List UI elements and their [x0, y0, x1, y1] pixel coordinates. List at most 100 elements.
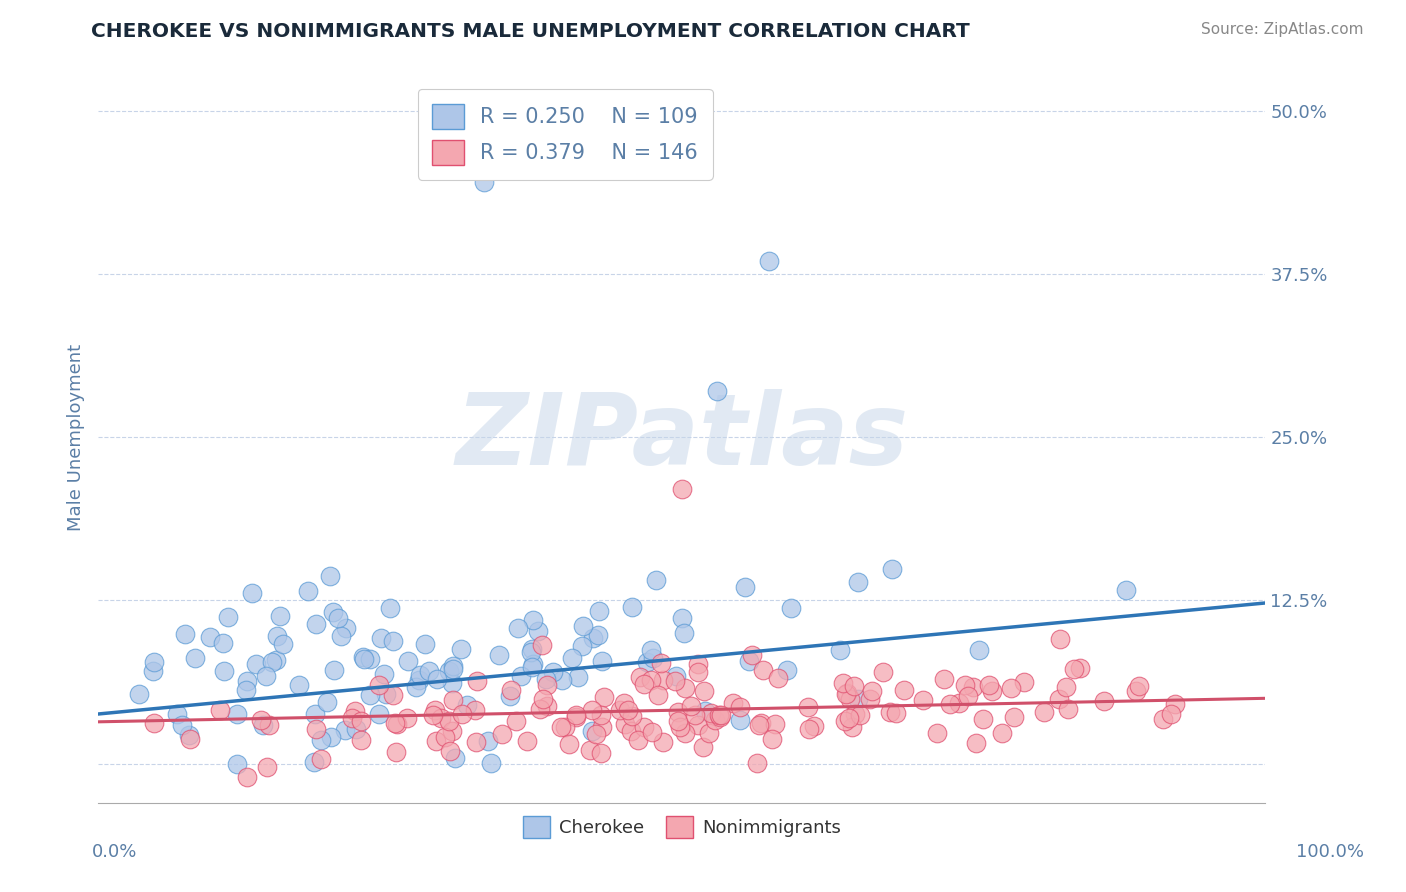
- Point: [666, 714, 689, 729]
- Point: [721, 697, 744, 711]
- Point: [948, 696, 970, 710]
- Point: [183, 650, 205, 665]
- Point: [738, 654, 761, 668]
- Point: [343, 704, 366, 718]
- Point: [565, 707, 588, 722]
- Point: [264, 653, 287, 667]
- Point: [841, 720, 863, 734]
- Point: [266, 629, 288, 643]
- Point: [441, 659, 464, 673]
- Point: [710, 708, 733, 723]
- Point: [235, 682, 257, 697]
- Point: [467, 673, 489, 688]
- Point: [408, 673, 430, 687]
- Point: [373, 666, 395, 681]
- Point: [972, 712, 994, 726]
- Point: [439, 744, 461, 758]
- Point: [831, 675, 853, 690]
- Point: [758, 253, 780, 268]
- Point: [589, 708, 612, 723]
- Point: [572, 619, 595, 633]
- Point: [962, 680, 984, 694]
- Point: [609, 703, 631, 717]
- Point: [464, 703, 486, 717]
- Point: [318, 569, 340, 583]
- Point: [585, 727, 607, 741]
- Text: Source: ZipAtlas.com: Source: ZipAtlas.com: [1201, 22, 1364, 37]
- Point: [257, 718, 280, 732]
- Point: [527, 624, 550, 638]
- Point: [617, 703, 640, 717]
- Point: [846, 692, 869, 706]
- Point: [426, 672, 449, 686]
- Point: [1002, 710, 1025, 724]
- Point: [828, 643, 851, 657]
- Point: [425, 734, 447, 748]
- Point: [688, 657, 710, 672]
- Point: [143, 716, 166, 731]
- Point: [1160, 706, 1182, 721]
- Point: [367, 706, 389, 721]
- Point: [304, 722, 326, 736]
- Point: [652, 673, 675, 687]
- Point: [692, 740, 714, 755]
- Point: [359, 689, 381, 703]
- Point: [368, 678, 391, 692]
- Point: [501, 683, 523, 698]
- Point: [932, 672, 955, 686]
- Point: [273, 637, 295, 651]
- Point: [835, 685, 858, 699]
- Point: [838, 691, 860, 706]
- Point: [200, 630, 222, 644]
- Text: CHEROKEE VS NONIMMIGRANTS MALE UNEMPLOYMENT CORRELATION CHART: CHEROKEE VS NONIMMIGRANTS MALE UNEMPLOYM…: [91, 22, 970, 41]
- Point: [707, 707, 730, 722]
- Point: [628, 670, 651, 684]
- Point: [405, 680, 427, 694]
- Point: [672, 625, 695, 640]
- Point: [465, 735, 488, 749]
- Point: [522, 657, 544, 671]
- Point: [844, 706, 866, 721]
- Point: [741, 648, 763, 662]
- Point: [353, 652, 375, 666]
- Point: [226, 706, 249, 721]
- Point: [422, 708, 444, 723]
- Point: [703, 713, 725, 727]
- Point: [441, 692, 464, 706]
- Point: [636, 655, 658, 669]
- Text: 0.0%: 0.0%: [91, 843, 136, 861]
- Point: [288, 678, 311, 692]
- Point: [212, 664, 235, 678]
- Point: [450, 642, 472, 657]
- Point: [250, 713, 273, 727]
- Point: [352, 649, 374, 664]
- Point: [415, 637, 437, 651]
- Point: [529, 702, 551, 716]
- Point: [305, 617, 328, 632]
- Point: [536, 672, 558, 686]
- Point: [640, 643, 662, 657]
- Point: [311, 733, 333, 747]
- Point: [240, 586, 263, 600]
- Point: [439, 664, 461, 678]
- Point: [550, 720, 572, 734]
- Point: [700, 706, 723, 720]
- Point: [520, 660, 543, 674]
- Point: [1125, 684, 1147, 698]
- Point: [297, 583, 319, 598]
- Point: [558, 737, 581, 751]
- Point: [641, 725, 664, 739]
- Point: [614, 717, 637, 731]
- Point: [456, 698, 478, 712]
- Point: [846, 574, 869, 589]
- Point: [1069, 661, 1091, 675]
- Legend: Cherokee, Nonimmigrants: Cherokee, Nonimmigrants: [516, 808, 848, 845]
- Point: [728, 714, 751, 728]
- Point: [434, 730, 457, 744]
- Point: [472, 175, 495, 189]
- Point: [925, 726, 948, 740]
- Point: [381, 633, 404, 648]
- Point: [1057, 701, 1080, 715]
- Point: [627, 732, 650, 747]
- Point: [1128, 679, 1150, 693]
